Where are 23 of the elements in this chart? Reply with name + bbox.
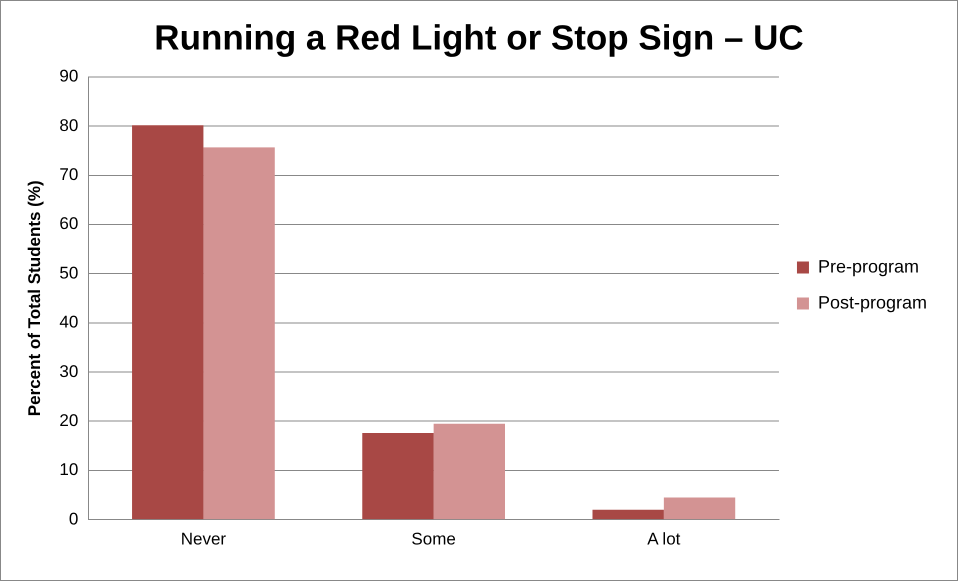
y-tick-label: 20 bbox=[59, 410, 78, 430]
bar bbox=[592, 510, 664, 520]
legend-label: Pre-program bbox=[818, 256, 919, 276]
x-tick-label: Never bbox=[180, 529, 226, 548]
bar bbox=[362, 433, 434, 520]
y-tick-label: 60 bbox=[59, 214, 78, 234]
y-tick-label: 90 bbox=[59, 66, 78, 86]
y-tick-label: 70 bbox=[59, 165, 78, 184]
y-axis-title: Percent of Total Students (%) bbox=[24, 180, 44, 416]
y-tick-label: 50 bbox=[59, 263, 78, 282]
y-tick-label: 10 bbox=[59, 460, 78, 480]
x-tick-label: A lot bbox=[647, 529, 681, 548]
bar bbox=[434, 424, 506, 520]
y-tick-label: 30 bbox=[59, 362, 78, 381]
x-tick-label: Some bbox=[411, 529, 456, 548]
bar bbox=[203, 147, 275, 520]
y-tick-label: 40 bbox=[59, 312, 78, 332]
bar bbox=[664, 497, 736, 520]
y-tick-label: 0 bbox=[68, 509, 78, 528]
bar bbox=[132, 125, 204, 520]
chart-title: Running a Red Light or Stop Sign – UC bbox=[154, 18, 804, 58]
legend-label: Post-program bbox=[818, 292, 928, 312]
y-tick-label: 80 bbox=[59, 116, 78, 135]
